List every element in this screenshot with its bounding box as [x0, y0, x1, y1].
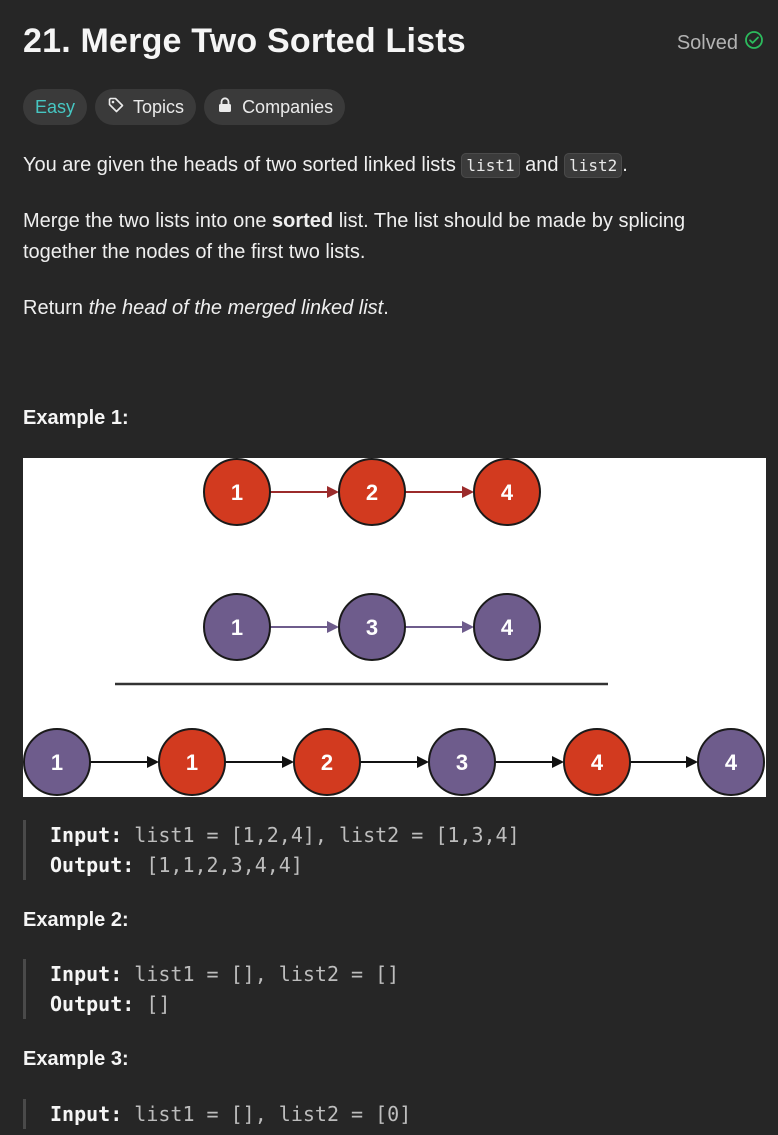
merged-node-5-label: 4	[725, 750, 738, 775]
input-label: Input:	[50, 823, 123, 847]
example-3-block: Input: list1 = [], list2 = [0]	[23, 1099, 411, 1129]
difficulty-tag[interactable]: Easy	[23, 89, 88, 125]
example-1-output-line: Output: [1,1,2,3,4,4]	[50, 850, 520, 880]
merged-arrow-0-head	[147, 756, 159, 768]
example-1-figure: 1 2 4 1 3 4 1 1 2 3 4 4	[23, 458, 766, 797]
list2-node-1-label: 3	[366, 615, 378, 640]
list1-node-1-label: 2	[366, 480, 378, 505]
example-3-heading: Example 3:	[23, 1048, 129, 1070]
input-value: list1 = [], list2 = []	[134, 962, 400, 986]
desc-text: Return	[23, 297, 89, 319]
desc-bold: sorted	[272, 210, 334, 232]
output-label: Output:	[50, 853, 135, 877]
input-value: list1 = [1,2,4], list2 = [1,3,4]	[134, 823, 520, 847]
merged-node-4-label: 4	[591, 750, 604, 775]
desc-text: and	[519, 154, 565, 176]
code-list2: list2	[564, 153, 623, 178]
merged-node-2-label: 2	[321, 750, 333, 775]
check-circle-icon	[744, 30, 764, 56]
output-value: [1,1,2,3,4,4]	[146, 853, 303, 877]
example-1-block: Input: list1 = [1,2,4], list2 = [1,3,4] …	[23, 820, 520, 880]
desc-italic: the head of the merged linked list	[88, 297, 384, 319]
merged-node-2	[293, 728, 361, 796]
desc-text: You are given the heads of two sorted li…	[23, 154, 462, 176]
example-2-output-line: Output: []	[50, 989, 399, 1019]
merged-node-3	[428, 728, 496, 796]
description-paragraph-1: You are given the heads of two sorted li…	[23, 150, 753, 181]
list1-node-2-label: 4	[501, 480, 514, 505]
desc-text: .	[622, 154, 628, 176]
input-value: list1 = [], list2 = [0]	[134, 1102, 412, 1126]
description-paragraph-3: Return the head of the merged linked lis…	[23, 293, 753, 324]
example-1-input-line: Input: list1 = [1,2,4], list2 = [1,3,4]	[50, 820, 520, 850]
example-2-input-line: Input: list1 = [], list2 = []	[50, 959, 399, 989]
merged-arrow-2-head	[417, 756, 429, 768]
merged-node-0-label: 1	[51, 750, 63, 775]
merged-arrow-4-head	[686, 756, 698, 768]
list1-node-2	[473, 458, 541, 526]
description-paragraph-2: Merge the two lists into one sorted list…	[23, 206, 753, 268]
merged-node-1	[158, 728, 226, 796]
example-1-heading: Example 1:	[23, 407, 129, 429]
list1-node-0	[203, 458, 271, 526]
difficulty-label: Easy	[35, 96, 76, 117]
tag-icon	[107, 96, 125, 119]
list2-arrow-0-head	[327, 621, 339, 633]
output-label: Output:	[50, 992, 135, 1016]
list1-arrow-0-head	[327, 486, 339, 498]
solved-label: Solved	[676, 31, 738, 54]
linked-list-diagram: 1 2 4 1 3 4 1 1 2 3 4 4	[23, 458, 765, 796]
input-label: Input:	[50, 962, 123, 986]
list2-node-2-label: 4	[501, 615, 514, 640]
list1-arrow-1-head	[462, 486, 474, 498]
topics-label: Topics	[133, 96, 185, 117]
problem-title: 21. Merge Two Sorted Lists	[23, 22, 466, 60]
output-value: []	[146, 992, 171, 1016]
example-2-block: Input: list1 = [], list2 = [] Output: []	[23, 959, 399, 1019]
merged-node-3-label: 3	[456, 750, 468, 775]
list2-node-0-label: 1	[231, 615, 243, 640]
lock-icon	[216, 96, 234, 119]
merged-node-4	[563, 728, 631, 796]
merged-node-0	[23, 728, 91, 796]
list2-node-0	[203, 593, 271, 661]
merged-arrow-1-head	[282, 756, 294, 768]
list1-node-0-label: 1	[231, 480, 243, 505]
companies-tag[interactable]: Companies	[204, 89, 346, 125]
merged-node-5	[697, 728, 765, 796]
example-2-heading: Example 2:	[23, 909, 129, 931]
list2-node-1	[338, 593, 406, 661]
topics-tag[interactable]: Topics	[95, 89, 197, 125]
list2-node-2	[473, 593, 541, 661]
input-label: Input:	[50, 1102, 123, 1126]
code-list1: list1	[461, 153, 520, 178]
desc-text: .	[383, 297, 389, 319]
desc-text: Merge the two lists into one	[23, 210, 273, 232]
list2-arrow-1-head	[462, 621, 474, 633]
solved-status: Solved	[677, 30, 764, 56]
example-3-input-line: Input: list1 = [], list2 = [0]	[50, 1099, 411, 1129]
list1-node-1	[338, 458, 406, 526]
companies-label: Companies	[242, 96, 334, 117]
merged-node-1-label: 1	[186, 750, 198, 775]
desc-text: list. The list should be made by splicin…	[23, 210, 686, 263]
merged-arrow-3-head	[552, 756, 564, 768]
tag-bar: Easy Topics Companies	[23, 89, 346, 125]
